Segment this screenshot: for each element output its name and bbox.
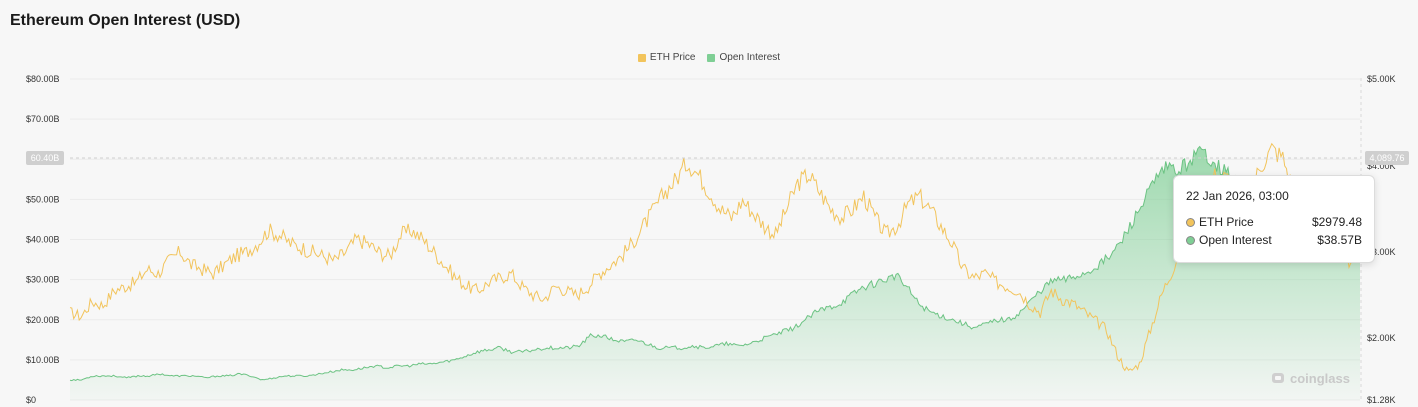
- tooltip-row-open-interest: Open Interest $38.57B: [1186, 233, 1362, 247]
- left-axis-tick-label: $50.00B: [26, 194, 60, 204]
- watermark-text: coinglass: [1290, 370, 1350, 386]
- tooltip-label-eth-price: ETH Price: [1199, 215, 1254, 229]
- open-interest-area: [70, 146, 1360, 400]
- right-axis-tick-label: $3.00K: [1367, 247, 1396, 257]
- coinglass-logo-icon: [1272, 373, 1284, 383]
- legend-swatch-open-interest: [707, 53, 716, 62]
- coinglass-watermark: coinglass: [1270, 370, 1350, 386]
- right-axis-tick-label: $4.00K: [1367, 161, 1396, 171]
- crosshair-right-label: 4,089.76: [1369, 153, 1404, 163]
- left-axis-tick-label: $30.00B: [26, 275, 60, 285]
- right-axis-tick-label: $2.00K: [1367, 333, 1396, 343]
- tooltip-dot-open-interest: [1186, 235, 1195, 245]
- legend-swatch-eth-price: [637, 53, 646, 62]
- left-axis-tick-label: $0: [26, 395, 36, 405]
- left-axis-tick-label: $70.00B: [26, 114, 60, 124]
- tooltip-value-eth-price: $2979.48: [1311, 215, 1362, 229]
- chart-title: Ethereum Open Interest (USD): [10, 12, 241, 29]
- left-axis-tick-label: $40.00B: [26, 235, 60, 245]
- crosshair-left-badge: 60.40B: [26, 151, 64, 165]
- left-axis-tick-label: $20.00B: [26, 315, 60, 325]
- legend-item-eth-price[interactable]: ETH Price: [637, 52, 696, 63]
- crosshair-left-label: 60.40B: [31, 153, 60, 163]
- chart-legend: ETH Price Open Interest: [0, 52, 1418, 63]
- tooltip-value-open-interest: $38.57B: [1317, 233, 1362, 247]
- legend-label-eth-price: ETH Price: [649, 52, 696, 63]
- eth-price-line: [69, 142, 1361, 372]
- left-axis-tick-label: $10.00B: [26, 355, 60, 365]
- tooltip-date: 22 Jan 2026, 03:00: [1186, 189, 1289, 203]
- tooltip-dot-eth-price: [1186, 217, 1195, 227]
- right-axis-tick-label: $5.00K: [1367, 74, 1396, 84]
- left-axis-tick-label: $80.00B: [26, 74, 60, 84]
- left-axis-ticks: $80.00B$70.00B$60.00B$50.00B$40.00B$30.0…: [26, 74, 60, 405]
- right-axis-tick-label: $1.28K: [1367, 395, 1396, 405]
- tooltip-label-open-interest: Open Interest: [1199, 233, 1272, 247]
- legend-item-open-interest[interactable]: Open Interest: [707, 52, 780, 63]
- chart-tooltip: 22 Jan 2026, 03:00 ETH Price $2979.48 Op…: [1173, 175, 1375, 263]
- tooltip-row-eth-price: ETH Price $2979.48: [1186, 215, 1362, 229]
- crosshair-right-badge: 4,089.76: [1365, 151, 1409, 165]
- legend-label-open-interest: Open Interest: [719, 52, 781, 63]
- right-axis-ticks: $5.00K $4.00K $3.00K $2.00K $1.28K: [1367, 74, 1396, 405]
- open-interest-line: [69, 145, 1361, 382]
